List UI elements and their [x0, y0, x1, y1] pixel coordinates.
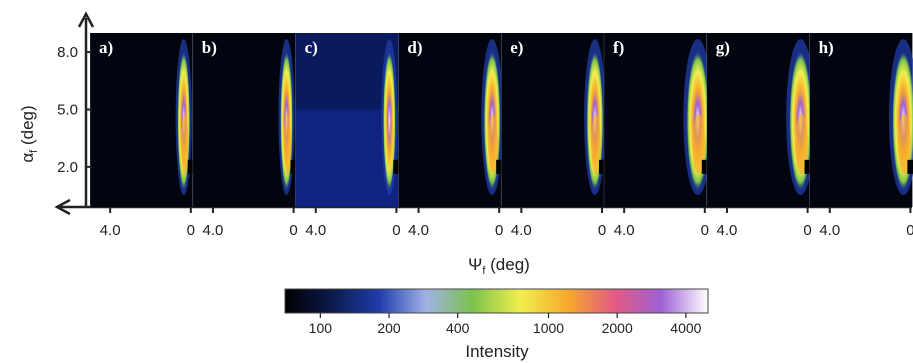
x-tick-label: 0	[495, 222, 503, 239]
y-tick-label: 5.0	[57, 101, 78, 118]
panel-f: f)	[603, 33, 713, 207]
streak-hotspot	[591, 113, 601, 174]
x-tick-label: 0	[289, 222, 297, 239]
colorbar-ticks: 100 200 400 1000 2000 4000	[309, 313, 702, 336]
beamstop	[598, 159, 607, 174]
panel-b: b)	[192, 33, 299, 207]
streak-core	[383, 50, 396, 191]
colorbar-tick-label: 1000	[533, 320, 564, 336]
y-tick-label: 8.0	[57, 44, 78, 61]
x-axis-title-unit: (deg)	[485, 255, 529, 274]
panel-label: e)	[510, 38, 523, 57]
colorbar: 100 200 400 1000 2000 4000	[284, 288, 709, 336]
x-ticks-group: 4.0 0 4.0 0 4.0 0 4.0 0 4.0 0 4.0 0 4.0 0 4.0 0	[100, 207, 913, 239]
colorbar-tick-label: 2000	[602, 320, 633, 336]
beamstop	[393, 159, 402, 174]
x-tick-label: 4.0	[203, 222, 224, 239]
panel-g: g)	[706, 33, 815, 207]
colorbar-tick-label: 400	[446, 320, 470, 336]
streak-hotspot	[692, 113, 706, 174]
colorbar-tick-label: 100	[309, 320, 333, 336]
y-tick-label: 2.0	[57, 159, 78, 176]
panel-h: h)	[809, 33, 913, 207]
panel-c: c)	[295, 33, 402, 207]
x-tick-label: 4.0	[717, 222, 738, 239]
y-ticks-group: 8.0 5.0 2.0	[57, 44, 92, 176]
colorbar-title: Intensity	[465, 342, 529, 361]
y-axis-title-unit: (deg)	[18, 105, 37, 149]
x-tick-label: 0	[392, 222, 400, 239]
x-tick-label: 4.0	[819, 222, 840, 239]
beamstop	[290, 159, 299, 174]
x-tick-label: 0	[598, 222, 606, 239]
y-axis-arrow	[77, 11, 95, 28]
beamstop	[804, 159, 813, 174]
panel-e: e)	[500, 33, 607, 207]
beamstop	[187, 159, 196, 174]
streak-hotspot	[283, 113, 292, 174]
beamstop	[701, 159, 710, 174]
colorbar-tick-label: 200	[377, 320, 401, 336]
panel-label: h)	[819, 38, 834, 57]
x-tick-label: 4.0	[614, 222, 635, 239]
streak-hotspot	[386, 113, 394, 174]
y-axis-title-sub: f	[28, 149, 40, 153]
x-tick-label: 0	[803, 222, 811, 239]
streak-hotspot	[181, 113, 189, 174]
panel-label: g)	[716, 38, 730, 57]
x-axis-arrow	[54, 198, 71, 216]
x-axis-title-sub: f	[482, 265, 486, 277]
panel-d: d)	[398, 33, 505, 207]
x-tick-label: 0	[187, 222, 195, 239]
panel-label: a)	[99, 38, 113, 57]
x-tick-label: 0	[701, 222, 709, 239]
panel-a: a)	[89, 33, 196, 207]
streak-hotspot	[795, 113, 808, 174]
x-tick-label: 0	[906, 222, 913, 239]
panel-noise-band	[295, 109, 399, 207]
x-tick-label: 4.0	[408, 222, 429, 239]
x-tick-label: 4.0	[511, 222, 532, 239]
panel-label: d)	[407, 38, 422, 57]
streak-hotspot	[488, 113, 498, 174]
colorbar-bar	[284, 288, 709, 314]
x-tick-label: 4.0	[100, 222, 121, 239]
streak-hotspot	[897, 113, 911, 174]
y-axis-title-main: α	[18, 153, 37, 163]
beamstop	[907, 159, 913, 174]
x-axis-title-main: Ψ	[468, 255, 482, 274]
y-axis-title: αf (deg)	[18, 105, 40, 162]
x-axis-title: Ψf (deg)	[468, 255, 530, 277]
colorbar-tick-label: 4000	[670, 320, 701, 336]
beamstop	[496, 159, 505, 174]
panel-label: f)	[613, 38, 624, 57]
x-tick-label: 4.0	[305, 222, 326, 239]
panels-group: a) b) c) d) e) f) g) h)	[89, 33, 913, 207]
panel-label: b)	[202, 38, 217, 57]
panel-label: c)	[305, 38, 318, 57]
